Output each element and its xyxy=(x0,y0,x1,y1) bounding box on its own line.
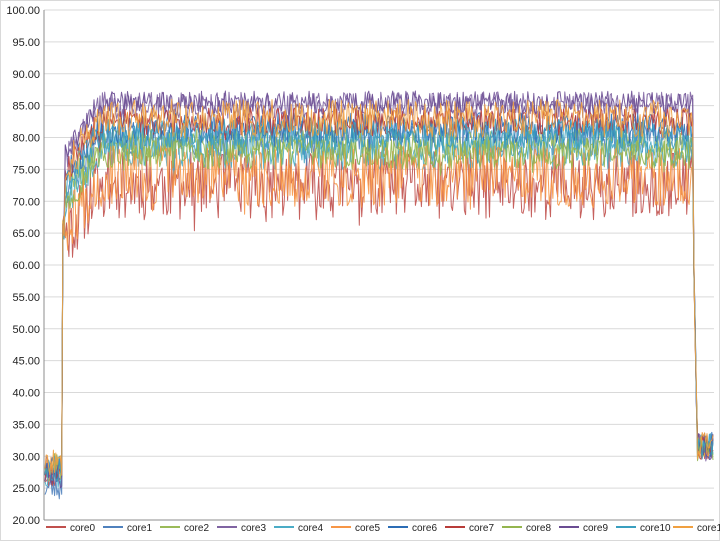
y-tick-label: 50.00 xyxy=(12,324,40,336)
y-tick-label: 100.00 xyxy=(6,5,40,17)
y-tick-label: 25.00 xyxy=(12,483,40,495)
legend-label: core3 xyxy=(241,523,266,534)
series-line-core11 xyxy=(44,98,714,476)
legend-label: core10 xyxy=(640,523,671,534)
series-line-core9 xyxy=(44,90,714,489)
legend-label: core0 xyxy=(70,523,95,534)
y-tick-label: 35.00 xyxy=(12,419,40,431)
legend-label: core1 xyxy=(127,523,152,534)
series-line-core10 xyxy=(44,118,714,481)
y-tick-label: 75.00 xyxy=(12,164,40,176)
legend-label: core8 xyxy=(526,523,551,534)
y-tick-label: 30.00 xyxy=(12,451,40,463)
series-line-core5 xyxy=(44,144,714,476)
y-tick-label: 85.00 xyxy=(12,101,40,113)
legend-label: core4 xyxy=(298,523,323,534)
y-tick-label: 20.00 xyxy=(12,515,40,527)
y-tick-label: 90.00 xyxy=(12,69,40,81)
legend-label: core6 xyxy=(412,523,437,534)
legend-label: core7 xyxy=(469,523,494,534)
legend-label: core11 xyxy=(697,523,720,534)
y-tick-label: 65.00 xyxy=(12,228,40,240)
y-axis: 20.00 25.00 30.00 35.00 40.00 45.00 50.00 55.00… xyxy=(6,5,714,527)
legend-label: core2 xyxy=(184,523,209,534)
legend-label: core9 xyxy=(583,523,608,534)
series-group xyxy=(44,90,714,500)
y-tick-label: 95.00 xyxy=(12,37,40,49)
y-tick-label: 60.00 xyxy=(12,260,40,272)
y-tick-label: 40.00 xyxy=(12,388,40,400)
y-tick-label: 45.00 xyxy=(12,356,40,368)
legend-label: core5 xyxy=(355,523,380,534)
legend: core0 core1 core2 core3 core4 core5 core6 core7… xyxy=(46,523,720,534)
y-tick-label: 55.00 xyxy=(12,292,40,304)
y-tick-label: 80.00 xyxy=(12,133,40,145)
series-line-core8 xyxy=(44,137,714,476)
y-tick-label: 70.00 xyxy=(12,196,40,208)
